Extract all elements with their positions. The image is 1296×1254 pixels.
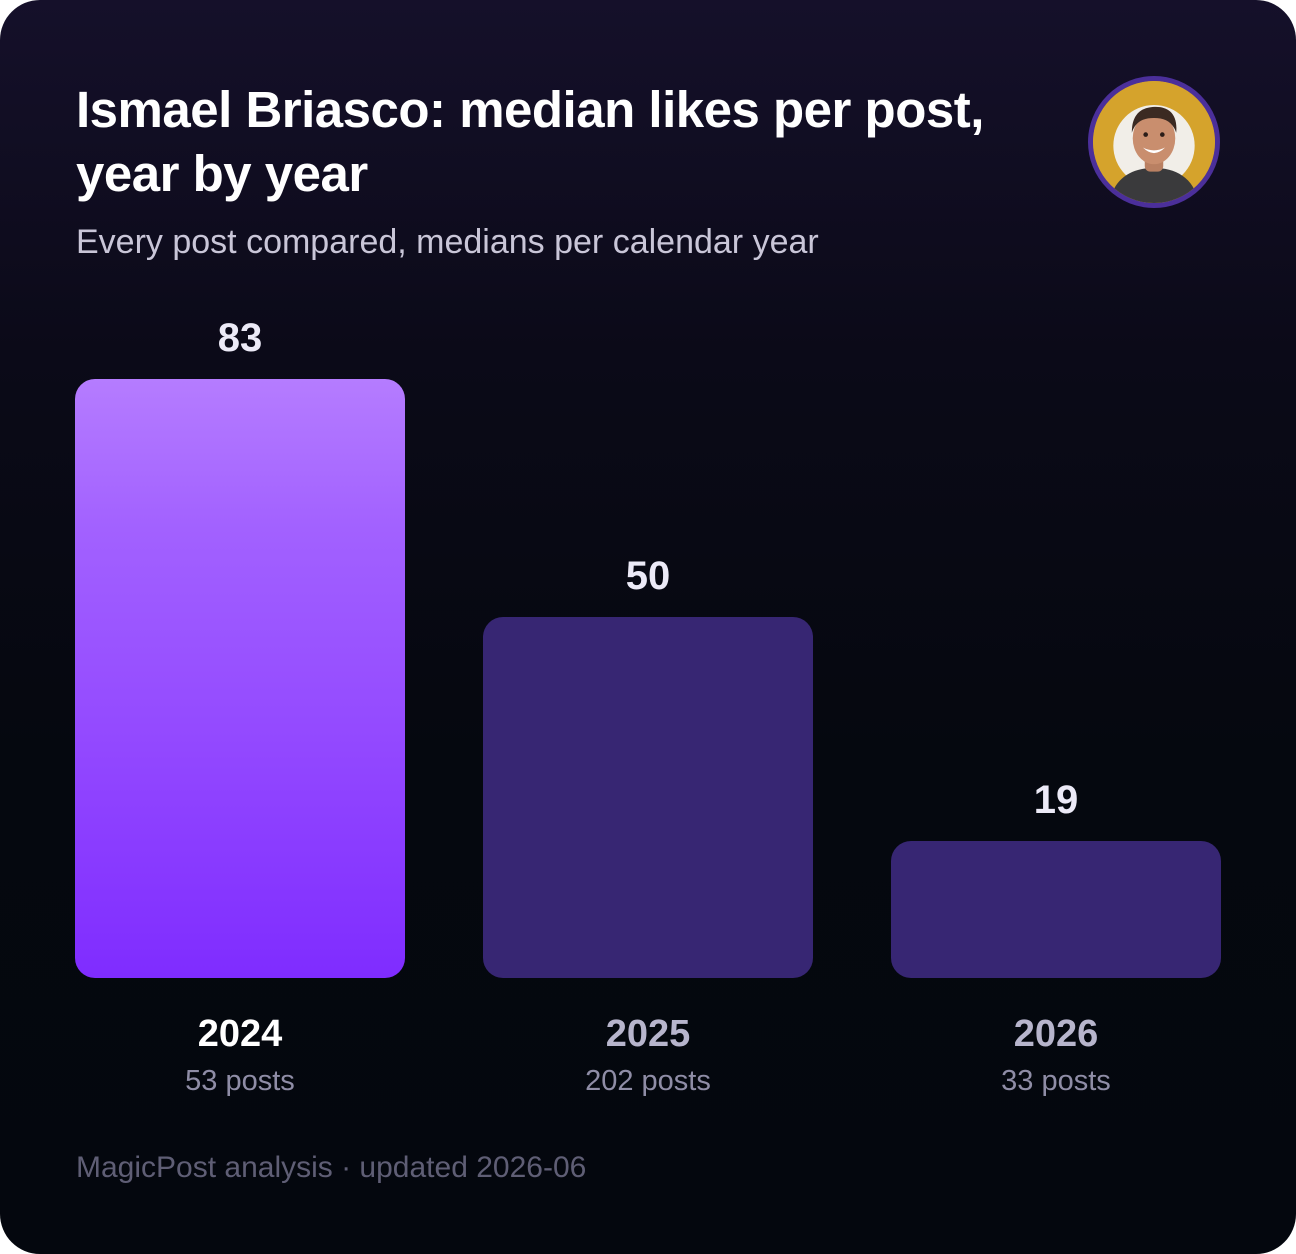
post-count-label-2025: 202 posts	[585, 1065, 711, 1097]
chart-subtitle: Every post compared, medians per calenda…	[76, 223, 819, 261]
bar-2024	[75, 379, 405, 978]
category-label-2024: 2024	[197, 1013, 283, 1055]
avatar-illustration	[1093, 81, 1215, 203]
bar-2025	[483, 617, 813, 978]
profile-photo-icon	[1088, 76, 1220, 208]
source-footnote: MagicPost analysis · updated 2026-06	[76, 1151, 587, 1184]
category-label-2025: 2025	[605, 1013, 691, 1055]
category-label-2026: 2026	[1013, 1013, 1099, 1055]
post-count-label-2026: 33 posts	[1001, 1065, 1111, 1097]
value-label-2025: 50	[625, 554, 671, 598]
bar-2026	[891, 841, 1221, 978]
value-label-2024: 83	[217, 316, 263, 360]
chart-title: Ismael Briasco: median likes per post, y…	[76, 81, 984, 202]
value-label-2026: 19	[1033, 778, 1079, 822]
post-count-label-2024: 53 posts	[185, 1065, 295, 1097]
